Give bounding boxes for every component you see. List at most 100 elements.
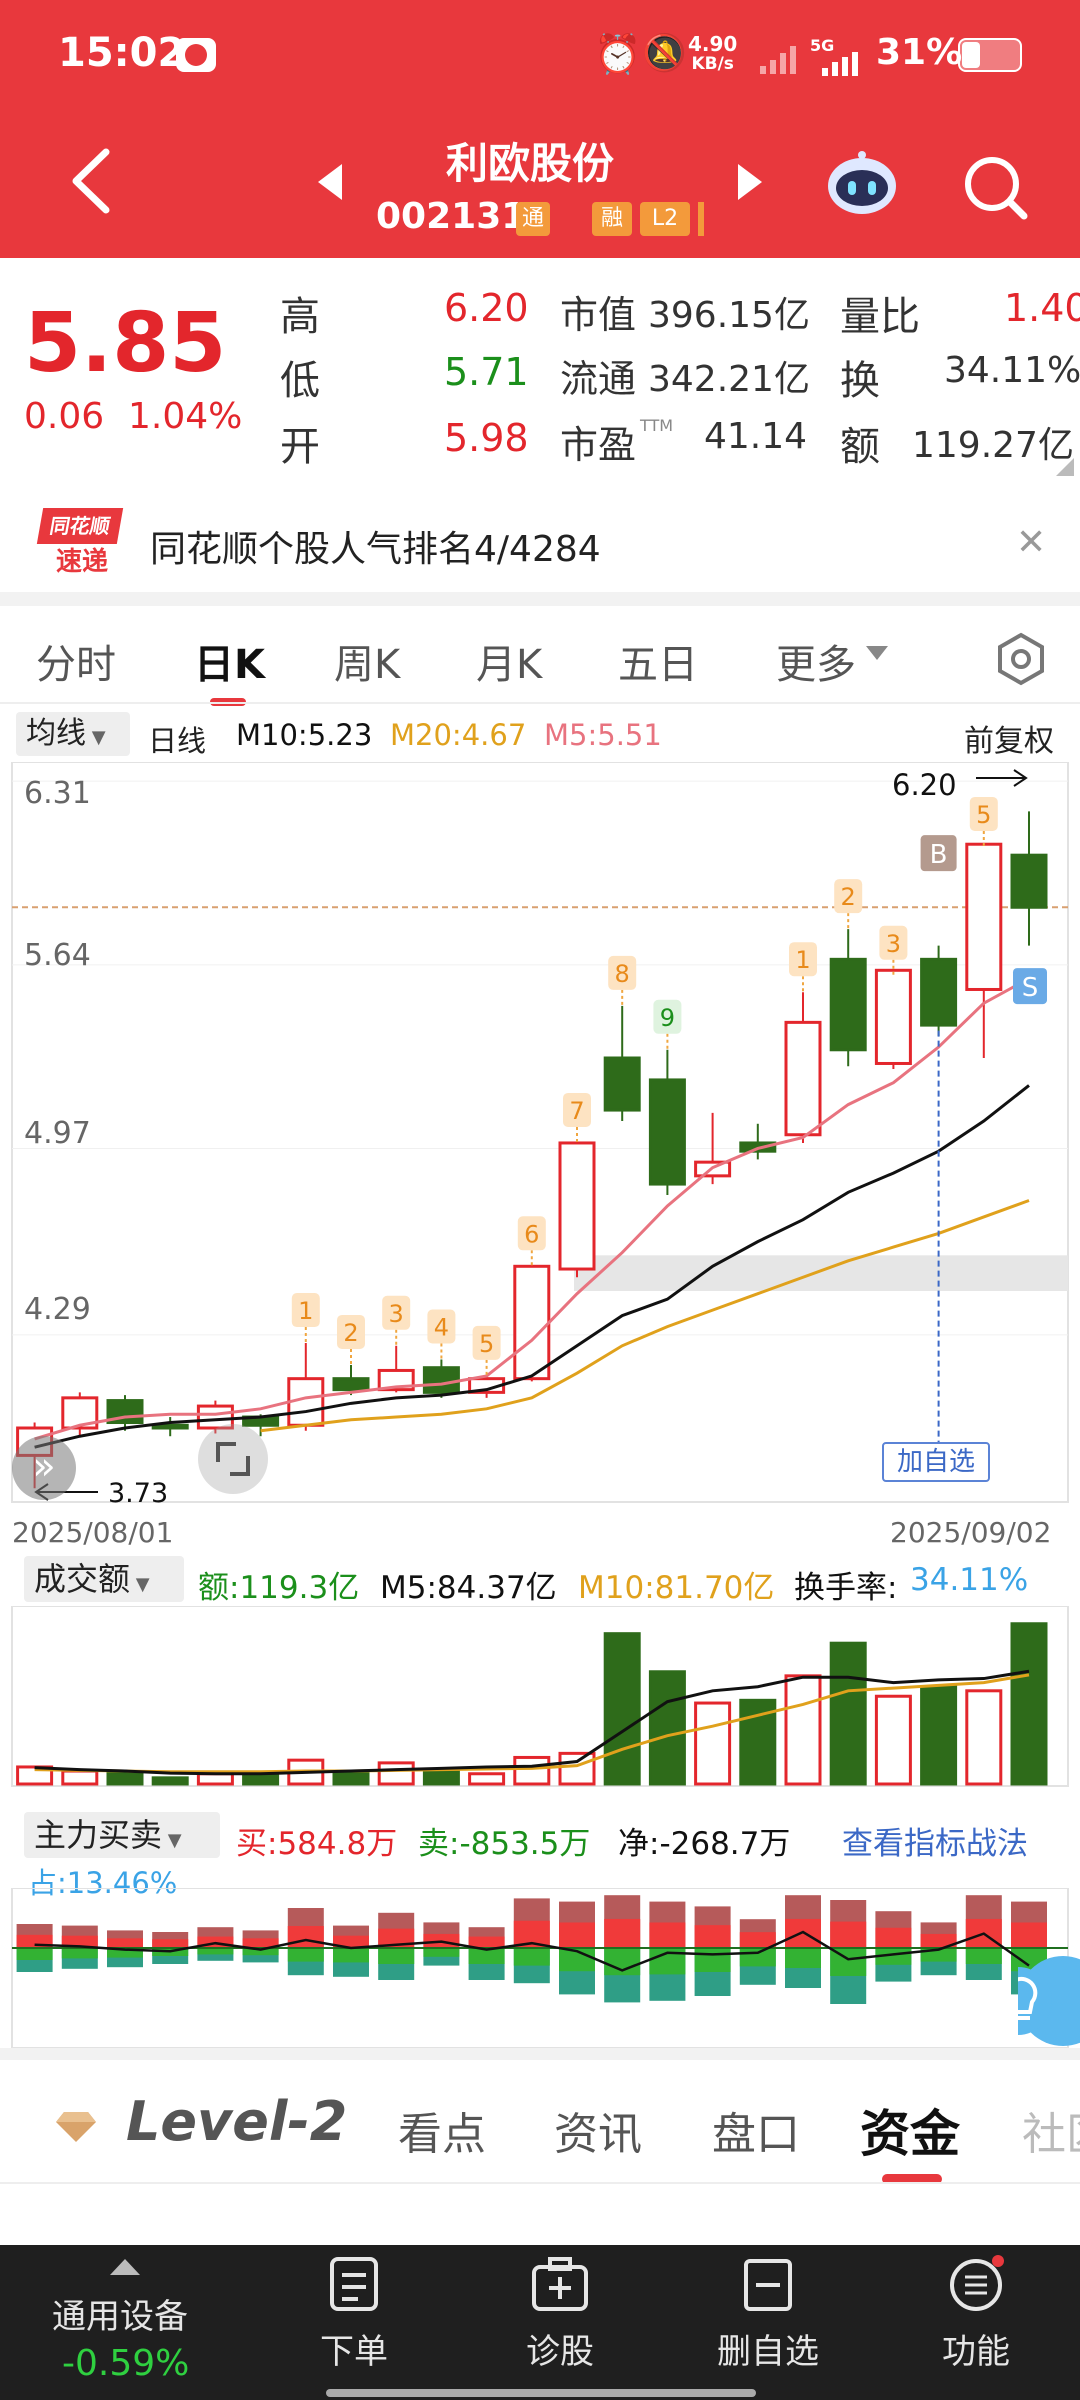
candle-body xyxy=(377,1368,415,1392)
close-icon[interactable]: ✕ xyxy=(1016,522,1047,563)
capital-buy-bar xyxy=(1011,1922,1047,1948)
nav-diagnose[interactable]: 诊股 xyxy=(510,2255,610,2373)
marker-label: 2 xyxy=(841,883,856,911)
capital-buy-bar xyxy=(559,1922,595,1948)
amount-frame xyxy=(11,1606,1069,1787)
amount-bar xyxy=(558,1751,596,1786)
ma20-legend: M20:4.67 xyxy=(390,718,527,752)
max-price-label: 6.20 xyxy=(892,768,957,802)
sell-signal-label: S xyxy=(1022,973,1039,1003)
expand-up-icon[interactable] xyxy=(110,2259,140,2279)
candle-body xyxy=(1010,853,1048,909)
title-bar: 利欧股份 002131 通 融 L2 xyxy=(0,110,1080,258)
section-divider-2 xyxy=(0,2048,1080,2060)
tab-monthly-k[interactable]: 月K xyxy=(476,642,543,688)
search-icon[interactable] xyxy=(962,154,1032,228)
capital-bar xyxy=(875,1911,912,1982)
add-watchlist-button[interactable]: 加自选 xyxy=(882,1442,990,1482)
settings-icon[interactable] xyxy=(994,632,1048,690)
capital-sell-bar xyxy=(423,1948,460,1957)
badge-l2: L2 xyxy=(640,202,690,236)
tab-weekly-k[interactable]: 周K xyxy=(334,642,401,688)
amount-bar xyxy=(332,1770,370,1786)
capital-bar xyxy=(468,1927,505,1980)
candle xyxy=(332,1364,370,1396)
tab-five-day[interactable]: 五日 xyxy=(618,642,698,688)
tab-more[interactable]: 更多 xyxy=(776,642,856,688)
battery-icon xyxy=(958,38,1022,72)
capital-sell-bar xyxy=(61,1948,98,1959)
expand-corner-icon[interactable] xyxy=(1056,458,1074,480)
indicator-strategy-link[interactable]: 查看指标战法 xyxy=(842,1826,1028,1862)
quote-panel: 5.85 0.06 1.04% 高 6.20 低 5.71 开 5.98 市值 … xyxy=(0,258,1080,498)
collapse-left-icon[interactable]: » xyxy=(12,1436,76,1500)
tab-capital[interactable]: 资金 xyxy=(860,2105,960,2163)
amount-ma10-line xyxy=(34,1673,1030,1774)
buy-signal-label: B xyxy=(930,840,948,870)
ma-selector[interactable]: 均线 ▼ xyxy=(16,712,130,756)
marker-badge xyxy=(517,1216,546,1251)
tab-highlights[interactable]: 看点 xyxy=(398,2109,486,2160)
candle xyxy=(1010,811,1048,946)
nav-remove-watchlist[interactable]: 删自选 xyxy=(706,2255,830,2373)
tab-community[interactable]: 社区 xyxy=(1022,2109,1080,2160)
diagnose-icon xyxy=(532,2257,588,2311)
candle xyxy=(377,1345,415,1393)
tab-orderbook[interactable]: 盘口 xyxy=(712,2109,800,2160)
y-label-top: 6.31 xyxy=(24,776,91,811)
amount-selector[interactable]: 成交额 ▼ xyxy=(24,1556,184,1602)
capital-buy: 买:584.8万 xyxy=(236,1826,398,1862)
capital-buy-bar xyxy=(242,1938,279,1948)
chevron-down-icon[interactable] xyxy=(866,646,888,666)
high-label: 高 xyxy=(280,294,320,340)
sector-index-change: -0.59% xyxy=(62,2343,190,2384)
adjust-mode[interactable]: 前复权 xyxy=(964,724,1054,759)
tdseq-marker: 4 xyxy=(427,1309,456,1360)
ma5-legend: M5:5.51 xyxy=(544,718,662,752)
prev-stock-icon[interactable] xyxy=(318,164,344,204)
marker-label: 3 xyxy=(389,1300,404,1328)
capital-selector[interactable]: 主力买卖 ▼ xyxy=(24,1812,220,1858)
tab-level2[interactable]: Level-2 xyxy=(126,2090,348,2153)
capital-buy-bar xyxy=(875,1927,912,1948)
capital-bar xyxy=(107,1930,143,1968)
news-banner[interactable]: 同花顺 速递 同花顺个股人气排名4/4284 ✕ xyxy=(0,498,1080,592)
nav-order[interactable]: 下单 xyxy=(304,2255,404,2373)
capital-net-line xyxy=(34,1930,1030,1972)
fullscreen-icon[interactable] xyxy=(198,1424,268,1494)
capital-buy-bar xyxy=(468,1936,505,1948)
marker-badge xyxy=(789,942,817,977)
nav-functions[interactable]: 功能 xyxy=(926,2255,1026,2373)
vol-ratio-label: 量比 xyxy=(840,294,920,340)
tab-intraday[interactable]: 分时 xyxy=(36,642,116,688)
capital-sell-bar xyxy=(333,1948,369,1963)
tab-daily-k[interactable]: 日K xyxy=(194,642,265,688)
capital-bar xyxy=(785,1895,821,1988)
battery-percent: 31% xyxy=(876,32,963,73)
back-icon[interactable] xyxy=(66,146,116,220)
next-stock-icon[interactable] xyxy=(736,164,762,204)
capital-buy-bar xyxy=(785,1918,821,1948)
period-tabs: 分时 日K 周K 月K 五日 更多 xyxy=(0,606,1080,706)
tab-news[interactable]: 资讯 xyxy=(554,2109,642,2160)
robot-assistant-icon[interactable] xyxy=(824,150,900,220)
sector-index-name[interactable]: 通用设备 xyxy=(52,2297,188,2337)
marker-label: 1 xyxy=(298,1297,313,1325)
tdseq-marker: 6 xyxy=(517,1216,546,1267)
section-divider xyxy=(0,592,1080,606)
pe-ttm-sup: TTM xyxy=(640,416,674,435)
capital-sell-bar xyxy=(513,1948,550,1966)
capital-bar xyxy=(333,1925,369,1977)
network-type: 5G xyxy=(810,36,835,55)
amount-bar xyxy=(784,1674,822,1786)
capital-sell-bar xyxy=(965,1948,1002,1964)
candle-body xyxy=(920,957,958,1027)
pe-label: 市盈 xyxy=(560,423,637,467)
capital-chart xyxy=(11,1888,1069,2048)
y-label-2: 5.64 xyxy=(24,938,91,973)
capital-sell: 卖:-853.5万 xyxy=(418,1826,591,1862)
candle xyxy=(287,1343,325,1431)
hint-bulb-icon[interactable] xyxy=(984,1956,1080,2046)
tdseq-marker: 3 xyxy=(879,925,908,976)
